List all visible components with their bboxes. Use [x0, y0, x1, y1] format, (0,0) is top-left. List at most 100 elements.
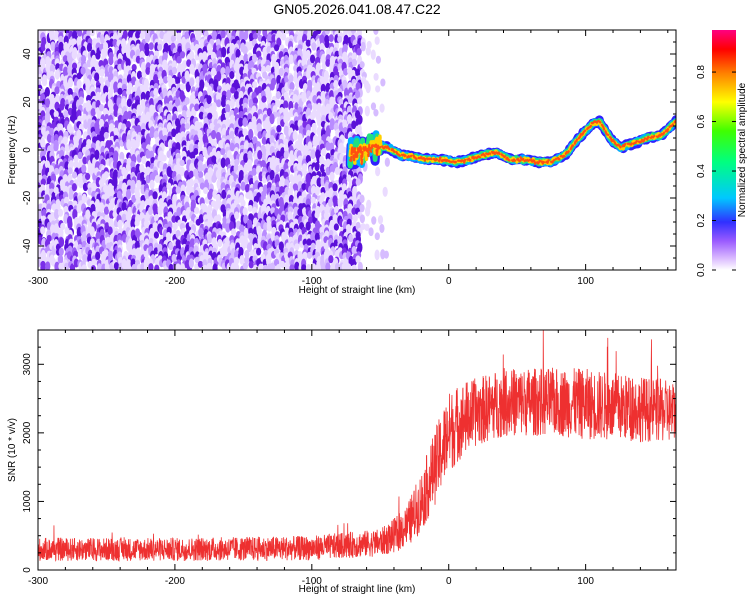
noise-cell [85, 172, 91, 181]
noise-cell [49, 102, 55, 112]
noise-cell [269, 82, 275, 91]
noise-cell [210, 129, 217, 140]
noise-cell [348, 94, 354, 104]
noise-cell [95, 51, 101, 60]
noise-cell [355, 178, 361, 186]
noise-cell [188, 178, 194, 187]
noise-cell [373, 109, 379, 117]
noise-cell [320, 263, 326, 270]
noise-cell [337, 197, 343, 208]
noise-cell [371, 216, 377, 225]
colorbar-tick-label: 0.8 [696, 65, 707, 79]
noise-cell [383, 250, 389, 259]
noise-cell [290, 153, 296, 164]
noise-cell [294, 261, 300, 270]
noise-cell [71, 62, 78, 70]
noise-cell [77, 151, 83, 160]
noise-cell [193, 148, 199, 156]
noise-cell [91, 258, 97, 267]
noise-cell [184, 96, 190, 105]
noise-cell [332, 183, 338, 192]
noise-cell [103, 206, 110, 216]
noise-cell [243, 163, 249, 172]
noise-cell [244, 250, 250, 259]
noise-cell [278, 241, 284, 251]
noise-cell [379, 103, 385, 113]
noise-cell [306, 251, 313, 259]
noise-cell [316, 30, 322, 35]
noise-cell [207, 191, 213, 200]
noise-cell [280, 33, 287, 41]
noise-cell [243, 153, 249, 163]
noise-cell [112, 210, 118, 218]
noise-cell [139, 32, 145, 40]
noise-cell [384, 157, 390, 167]
noise-cell [301, 264, 307, 270]
y-tick-label: 3000 [22, 353, 33, 376]
noise-cell [209, 122, 215, 131]
noise-cell [157, 205, 163, 216]
noise-cell [53, 143, 59, 152]
noise-cell [370, 102, 377, 111]
noise-cell [153, 231, 159, 239]
noise-cell [311, 42, 317, 51]
noise-cell [320, 107, 326, 118]
noise-cell [229, 98, 235, 109]
x-tick-label: 100 [577, 576, 594, 587]
noise-cell [71, 171, 78, 179]
noise-cell [127, 110, 133, 120]
noise-cell [136, 70, 143, 80]
noise-cell [148, 206, 154, 216]
noise-cell [247, 42, 253, 51]
noise-cell [364, 205, 371, 217]
noise-cell [235, 71, 241, 82]
noise-cell [244, 256, 250, 265]
noise-cell [354, 90, 361, 99]
noise-cell [283, 138, 289, 146]
noise-cell [176, 206, 182, 217]
noise-cell [229, 130, 235, 139]
noise-cell [179, 166, 185, 177]
noise-cell [63, 110, 69, 119]
noise-cell [130, 218, 136, 229]
noise-cell [270, 194, 276, 203]
noise-cell [217, 238, 223, 248]
noise-cell [203, 187, 209, 195]
noise-cell [80, 66, 86, 75]
noise-cell [57, 208, 64, 217]
noise-cell [99, 133, 105, 143]
noise-cell [53, 208, 60, 220]
noise-cell [172, 222, 178, 231]
noise-cell [243, 31, 249, 41]
noise-cell [125, 49, 132, 59]
noise-cell [325, 158, 331, 166]
noise-cell [240, 181, 246, 191]
noise-cell [95, 231, 101, 241]
noise-cell [365, 82, 371, 94]
ridge-layer [349, 119, 676, 166]
noise-cell [176, 55, 182, 64]
noise-cell [141, 70, 147, 78]
noise-cell [246, 242, 253, 253]
noise-cell [144, 34, 150, 43]
noise-cell [95, 251, 101, 261]
noise-cell [242, 262, 249, 270]
noise-cell [329, 123, 335, 131]
noise-cell [230, 86, 236, 94]
noise-cell [166, 182, 172, 190]
noise-cell [266, 221, 272, 232]
noise-cell [342, 119, 348, 129]
noise-cell [125, 162, 132, 172]
noise-cell [175, 186, 181, 194]
x-tick-label: -300 [28, 276, 48, 287]
noise-cell [45, 62, 51, 73]
noise-cell [153, 130, 159, 140]
noise-cell [86, 94, 92, 103]
noise-cell [305, 39, 311, 47]
noise-cell [198, 111, 204, 120]
noise-cell [99, 202, 105, 213]
snr-xlabel: Height of straight line (km) [299, 584, 416, 595]
noise-cell [263, 222, 269, 232]
noise-cell [82, 254, 88, 263]
